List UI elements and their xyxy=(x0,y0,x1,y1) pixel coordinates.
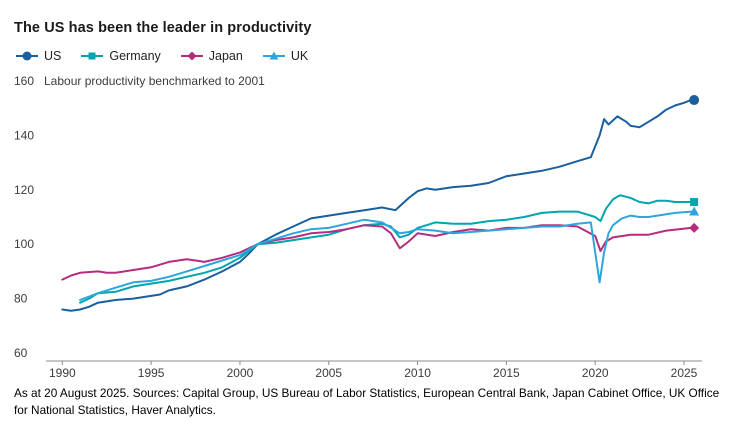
x-tick-label: 1995 xyxy=(138,366,165,380)
x-tick-label: 2005 xyxy=(315,366,342,380)
legend-label-us: US xyxy=(44,49,62,63)
legend-triangle-glyph xyxy=(269,51,279,60)
germany-end-marker xyxy=(690,198,699,207)
uk-line-marker-icon xyxy=(262,51,285,60)
uk-end-marker xyxy=(689,206,700,216)
x-tick-label: 2020 xyxy=(582,366,609,380)
japan-end-marker xyxy=(689,222,700,233)
legend-item-germany: Germany xyxy=(81,49,161,63)
us-end-marker xyxy=(689,95,700,106)
x-tick-label: 2015 xyxy=(493,366,520,380)
legend-label-uk: UK xyxy=(290,49,309,63)
chart-legend: US Germany Japan UK xyxy=(0,36,741,63)
x-tick-label: 1990 xyxy=(49,366,76,380)
x-tick-label: 2010 xyxy=(404,366,431,380)
y-tick-label: 140 xyxy=(14,128,34,142)
legend-label-germany: Germany xyxy=(109,49,161,63)
y-tick-label: 120 xyxy=(14,183,34,197)
x-tick-label: 2000 xyxy=(227,366,254,380)
legend-circle-glyph xyxy=(22,51,32,61)
series-line-japan xyxy=(61,224,693,281)
germany-line-marker-icon xyxy=(81,52,104,60)
us-line-marker-icon xyxy=(16,51,38,61)
legend-item-japan: Japan xyxy=(180,49,243,63)
japan-line-marker-icon xyxy=(180,51,203,61)
chart-subtitle: Labour productivity benchmarked to 2001 xyxy=(44,74,265,88)
legend-square-glyph xyxy=(88,52,96,60)
y-tick-label: 60 xyxy=(14,346,28,360)
legend-item-uk: UK xyxy=(262,49,309,63)
source-note: As at 20 August 2025. Sources: Capital G… xyxy=(14,386,720,417)
x-tick-label: 2025 xyxy=(671,366,698,380)
y-tick-label: 100 xyxy=(14,237,34,251)
y-tick-label: 160 xyxy=(14,74,34,88)
legend-label-japan: Japan xyxy=(208,49,243,63)
chart-title: The US has been the leader in productivi… xyxy=(14,20,312,36)
series-line-us xyxy=(61,99,693,312)
productivity-line-chart: 1990 1995 2000 2005 2010 2015 2020 2025 60 80 100 1… xyxy=(14,74,702,380)
series-line-uk xyxy=(79,210,693,301)
y-tick-label: 80 xyxy=(14,292,28,306)
legend-diamond-glyph xyxy=(187,51,197,61)
legend-item-us: US xyxy=(16,49,61,63)
